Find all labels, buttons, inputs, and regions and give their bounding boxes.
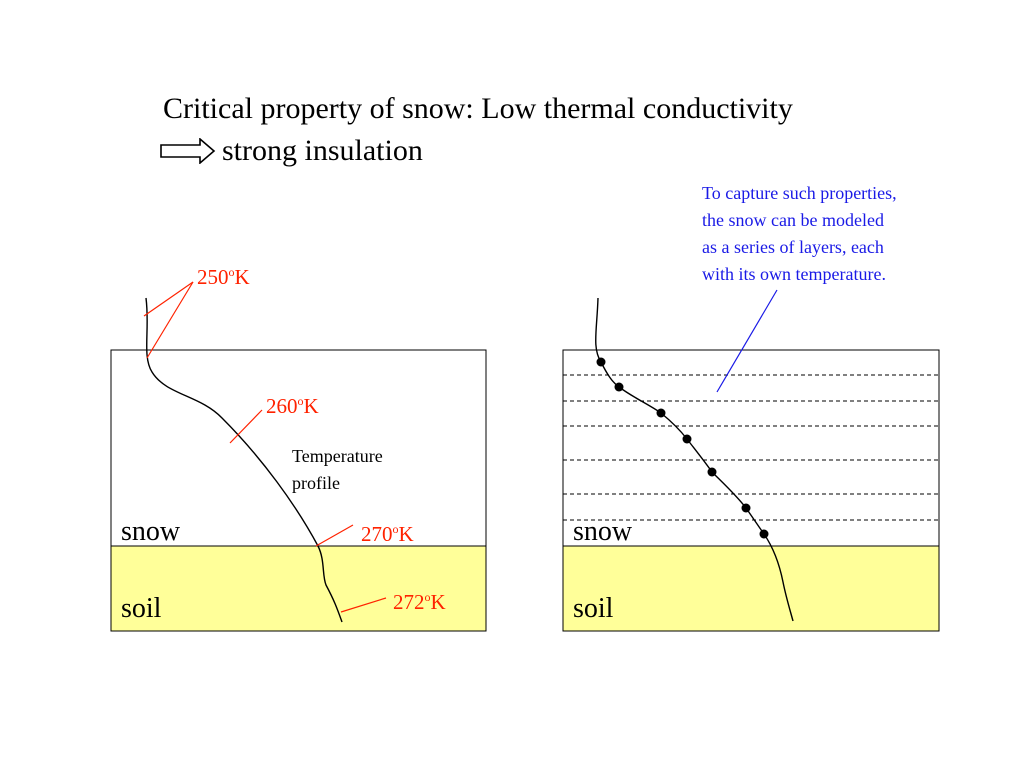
temp-label-272: 272oK xyxy=(393,590,446,614)
note-line: the snow can be modeled xyxy=(702,210,884,230)
title-line-1: Critical property of snow: Low thermal c… xyxy=(163,92,793,125)
profile-label-line-2: profile xyxy=(292,473,340,493)
layer-node xyxy=(614,382,624,392)
leader-line-250-b xyxy=(146,281,194,359)
temp-label-250: 250oK xyxy=(197,265,250,289)
layer-node xyxy=(741,503,751,513)
layer-node xyxy=(682,434,692,444)
layer-model-note: To capture such properties, the snow can… xyxy=(702,180,962,288)
left-soil-box xyxy=(110,545,487,632)
left-soil-label: soil xyxy=(121,593,162,624)
leader-line-272 xyxy=(340,597,387,613)
right-soil-label: soil xyxy=(573,593,614,624)
right-snow-label: snow xyxy=(573,516,633,547)
note-line: as a series of layers, each xyxy=(702,237,884,257)
note-line: with its own temperature. xyxy=(702,264,886,284)
leader-line-250-a xyxy=(143,281,194,317)
note-line: To capture such properties, xyxy=(702,183,897,203)
temp-label-270: 270oK xyxy=(361,522,414,546)
outline-right-arrow-icon xyxy=(160,138,216,164)
temp-label-260: 260oK xyxy=(266,394,319,418)
right-panel: snow soil xyxy=(562,289,940,632)
right-soil-box xyxy=(562,545,940,632)
leader-line-260 xyxy=(229,409,263,444)
profile-label-line-1: Temperature xyxy=(292,446,383,466)
left-temperature-profile-curve xyxy=(145,297,343,623)
layer-temperature-nodes xyxy=(596,357,769,539)
note-pointer-line xyxy=(716,289,778,393)
layer-node xyxy=(759,529,769,539)
title-line-2: strong insulation xyxy=(222,134,423,167)
layer-node xyxy=(656,408,666,418)
right-temperature-profile-curve xyxy=(595,297,794,622)
layer-node xyxy=(707,467,717,477)
right-snow-box xyxy=(562,349,940,547)
left-snow-label: snow xyxy=(121,516,181,547)
left-panel: 250oK 260oK 270oK 272oK Temperature prof… xyxy=(110,265,487,632)
leader-line-270 xyxy=(315,524,354,547)
layer-node xyxy=(596,357,606,367)
